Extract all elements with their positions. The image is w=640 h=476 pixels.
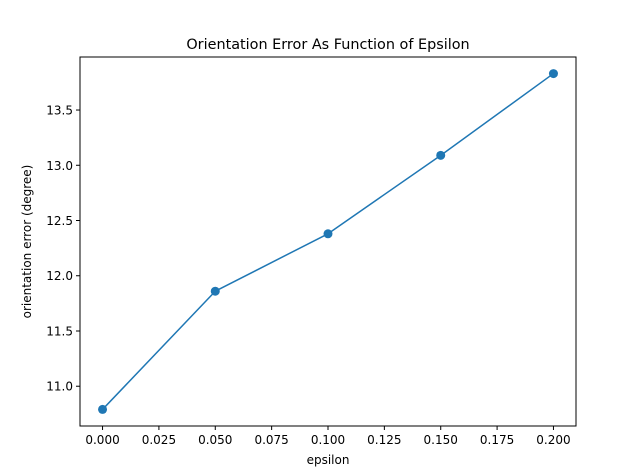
data-point <box>323 229 333 239</box>
y-tick-label: 12.5 <box>46 214 73 228</box>
x-tick-label: 0.075 <box>254 433 288 447</box>
y-tick-label: 11.5 <box>46 324 73 338</box>
y-tick-label: 13.5 <box>46 104 73 118</box>
series-line <box>102 72 554 410</box>
data-point <box>436 150 446 160</box>
y-tick-label: 13.0 <box>46 159 73 173</box>
plot-area <box>98 69 558 414</box>
x-tick-label: 0.200 <box>536 433 570 447</box>
data-point <box>210 286 220 296</box>
x-tick-label: 0.125 <box>367 433 401 447</box>
x-tick-label: 0.025 <box>142 433 176 447</box>
data-point <box>98 404 108 414</box>
x-tick-label: 0.100 <box>311 433 345 447</box>
y-axis-title: orientation error (degree) <box>20 165 34 319</box>
y-tick-label: 12.0 <box>46 269 73 283</box>
x-tick-label: 0.050 <box>198 433 232 447</box>
x-tick-label: 0.175 <box>480 433 514 447</box>
x-tick-label: 0.150 <box>424 433 458 447</box>
x-tick-label: 0.000 <box>85 433 119 447</box>
y-tick-label: 11.0 <box>46 380 73 394</box>
data-point <box>548 69 558 79</box>
x-axis: 0.000 0.025 0.050 0.075 0.100 0.125 0.150 0.175… <box>85 426 571 447</box>
chart-title: Orientation Error As Function of Epsilon <box>186 37 469 53</box>
y-axis: 11.0 11.5 12.0 12.5 13.0 13.5 <box>46 104 80 394</box>
plot-frame <box>79 56 577 427</box>
x-axis-title: epsilon <box>307 453 350 467</box>
